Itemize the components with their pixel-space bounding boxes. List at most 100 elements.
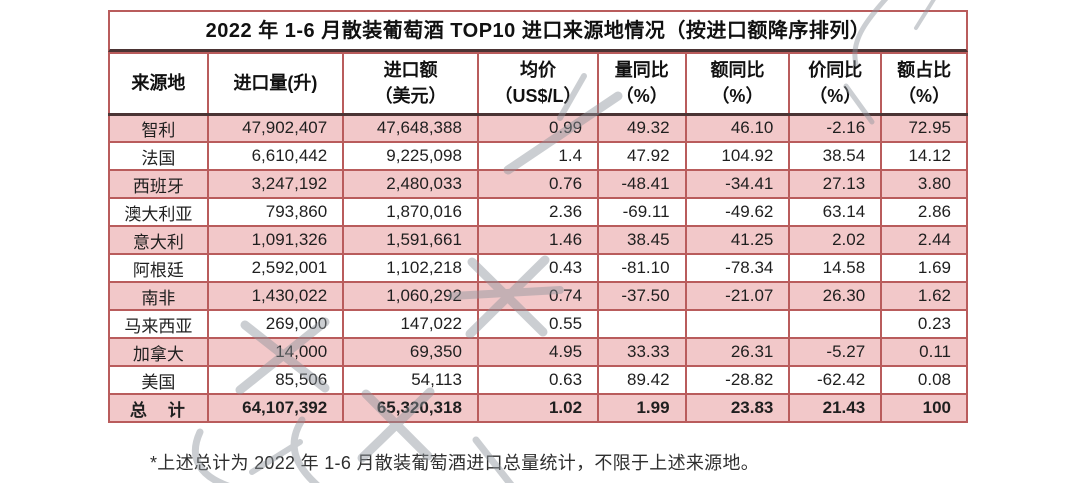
data-row-0-value-cell-3: 0.99: [476, 113, 600, 143]
data-row-0-value-cell-6: -2.16: [788, 113, 883, 143]
data-row-3: 澳大利亚 793,860 1,870,016 2.36 -69.11 -49.62 63.1…: [108, 197, 968, 227]
total-row-value-cell-4: 1.99: [597, 393, 687, 423]
data-row-4-value-cell-5: 41.25: [684, 225, 791, 255]
import-table: 2022 年 1-6 月散装葡萄酒 TOP10 进口来源地情况（按进口额降序排列…: [108, 10, 968, 423]
data-row-9-value-cell-5: -28.82: [684, 365, 791, 395]
data-row-2-value-cell-7: 3.80: [880, 169, 968, 199]
data-row-3-value-cell-7: 2.86: [880, 197, 968, 227]
data-row-2-value-cell-2: 2,480,033: [342, 169, 479, 199]
column-header-4: 量同比 （%）: [597, 52, 687, 116]
total-row-value-cell-2: 65,320,318: [342, 393, 479, 423]
data-row-6: 南非 1,430,022 1,060,292 0.74 -37.50 -21.07 26.3…: [108, 281, 968, 311]
data-row-7-value-cell-4: [597, 309, 687, 339]
data-row-8: 加拿大 14,000 69,350 4.95 33.33 26.31 -5.27 0.11: [108, 337, 968, 367]
data-row-1-value-cell-5: 104.92: [684, 141, 791, 171]
data-row-9: 美国 85,506 54,113 0.63 89.42 -28.82 -62.42 0.08: [108, 365, 968, 395]
data-row-4-value-cell-3: 1.46: [476, 225, 600, 255]
table-body: 智利 47,902,407 47,648,388 0.99 49.32 46.10 -2.1…: [108, 113, 968, 423]
data-row-8-value-cell-3: 4.95: [476, 337, 600, 367]
data-row-9-value-cell-7: 0.08: [880, 365, 968, 395]
data-row-3-value-cell-5: -49.62: [684, 197, 791, 227]
data-row-9-value-cell-1: 85,506: [206, 365, 345, 395]
data-row-1-value-cell-4: 47.92: [597, 141, 687, 171]
data-row-5: 阿根廷 2,592,001 1,102,218 0.43 -81.10 -78.34 14.…: [108, 253, 968, 283]
data-row-6-value-cell-3: 0.74: [476, 281, 600, 311]
total-row-value-cell-6: 21.43: [788, 393, 883, 423]
column-header-6: 价同比 （%）: [788, 52, 883, 116]
column-header-5: 额同比 （%）: [684, 52, 791, 116]
data-row-1-value-cell-6: 38.54: [788, 141, 883, 171]
data-row-0-value-cell-1: 47,902,407: [206, 113, 345, 143]
data-row-6-value-cell-5: -21.07: [684, 281, 791, 311]
data-row-3-value-cell-4: -69.11: [597, 197, 687, 227]
data-row-6-value-cell-7: 1.62: [880, 281, 968, 311]
data-row-1-value-cell-7: 14.12: [880, 141, 968, 171]
data-row-4-value-cell-6: 2.02: [788, 225, 883, 255]
data-row-8-value-cell-5: 26.31: [684, 337, 791, 367]
data-row-2: 西班牙 3,247,192 2,480,033 0.76 -48.41 -34.41 27.…: [108, 169, 968, 199]
data-row-3-value-cell-6: 63.14: [788, 197, 883, 227]
data-row-7-value-cell-3: 0.55: [476, 309, 600, 339]
data-row-9-value-cell-2: 54,113: [342, 365, 479, 395]
data-row-3-value-cell-2: 1,870,016: [342, 197, 479, 227]
total-row-value-cell-1: 64,107,392: [206, 393, 345, 423]
data-row-5-value-cell-6: 14.58: [788, 253, 883, 283]
data-row-6-source-cell: 南非: [108, 281, 209, 311]
total-row-value-cell-3: 1.02: [476, 393, 600, 423]
data-row-9-value-cell-4: 89.42: [597, 365, 687, 395]
data-row-8-source-cell: 加拿大: [108, 337, 209, 367]
footnote: *上述总计为 2022 年 1-6 月散装葡萄酒进口总量统计，不限于上述来源地。: [150, 453, 760, 473]
data-row-0-source-cell: 智利: [108, 113, 209, 143]
data-row-2-value-cell-1: 3,247,192: [206, 169, 345, 199]
data-row-6-value-cell-1: 1,430,022: [206, 281, 345, 311]
data-row-8-value-cell-7: 0.11: [880, 337, 968, 367]
data-row-4-value-cell-7: 2.44: [880, 225, 968, 255]
data-row-1-value-cell-2: 9,225,098: [342, 141, 479, 171]
data-row-2-value-cell-4: -48.41: [597, 169, 687, 199]
column-header-0: 来源地: [108, 52, 209, 116]
data-row-2-source-cell: 西班牙: [108, 169, 209, 199]
data-row-2-value-cell-3: 0.76: [476, 169, 600, 199]
data-row-8-value-cell-1: 14,000: [206, 337, 345, 367]
data-row-5-value-cell-5: -78.34: [684, 253, 791, 283]
data-row-1-source-cell: 法国: [108, 141, 209, 171]
data-row-5-value-cell-2: 1,102,218: [342, 253, 479, 283]
data-row-4: 意大利 1,091,326 1,591,661 1.46 38.45 41.25 2.02 2…: [108, 225, 968, 255]
data-row-7-value-cell-5: [684, 309, 791, 339]
total-row-source-cell: 总 计: [108, 393, 209, 423]
data-row-0-value-cell-5: 46.10: [684, 113, 791, 143]
data-row-2-value-cell-6: 27.13: [788, 169, 883, 199]
data-row-7: 马来西亚 269,000 147,022 0.55 0.23: [108, 309, 968, 339]
data-row-0-value-cell-4: 49.32: [597, 113, 687, 143]
data-row-0-value-cell-7: 72.95: [880, 113, 968, 143]
data-table: 来源地 进口量(升) 进口额 （美元） 均价 （US$/L） 量同比 （%） 额同比 （%） 价同比…: [108, 52, 968, 423]
data-row-7-value-cell-1: 269,000: [206, 309, 345, 339]
data-row-1-value-cell-3: 1.4: [476, 141, 600, 171]
data-row-3-value-cell-3: 2.36: [476, 197, 600, 227]
data-row-9-source-cell: 美国: [108, 365, 209, 395]
data-row-7-source-cell: 马来西亚: [108, 309, 209, 339]
total-row: 总 计 64,107,392 65,320,318 1.02 1.99 23.83 21.4…: [108, 393, 968, 423]
data-row-4-source-cell: 意大利: [108, 225, 209, 255]
data-row-5-value-cell-7: 1.69: [880, 253, 968, 283]
data-row-2-value-cell-5: -34.41: [684, 169, 791, 199]
data-row-5-value-cell-4: -81.10: [597, 253, 687, 283]
column-header-2: 进口额 （美元）: [342, 52, 479, 116]
data-row-9-value-cell-6: -62.42: [788, 365, 883, 395]
data-row-4-value-cell-1: 1,091,326: [206, 225, 345, 255]
table-header: 来源地 进口量(升) 进口额 （美元） 均价 （US$/L） 量同比 （%） 额同比 （%） 价同比…: [108, 52, 968, 116]
data-row-4-value-cell-4: 38.45: [597, 225, 687, 255]
data-row-3-source-cell: 澳大利亚: [108, 197, 209, 227]
data-row-1: 法国 6,610,442 9,225,098 1.4 47.92 104.92 38.54 1…: [108, 141, 968, 171]
data-row-7-value-cell-7: 0.23: [880, 309, 968, 339]
data-row-3-value-cell-1: 793,860: [206, 197, 345, 227]
data-row-4-value-cell-2: 1,591,661: [342, 225, 479, 255]
data-row-0-value-cell-2: 47,648,388: [342, 113, 479, 143]
data-row-6-value-cell-2: 1,060,292: [342, 281, 479, 311]
total-row-value-cell-5: 23.83: [684, 393, 791, 423]
data-row-8-value-cell-4: 33.33: [597, 337, 687, 367]
data-row-5-value-cell-3: 0.43: [476, 253, 600, 283]
data-row-8-value-cell-6: -5.27: [788, 337, 883, 367]
column-header-3: 均价 （US$/L）: [476, 52, 600, 116]
